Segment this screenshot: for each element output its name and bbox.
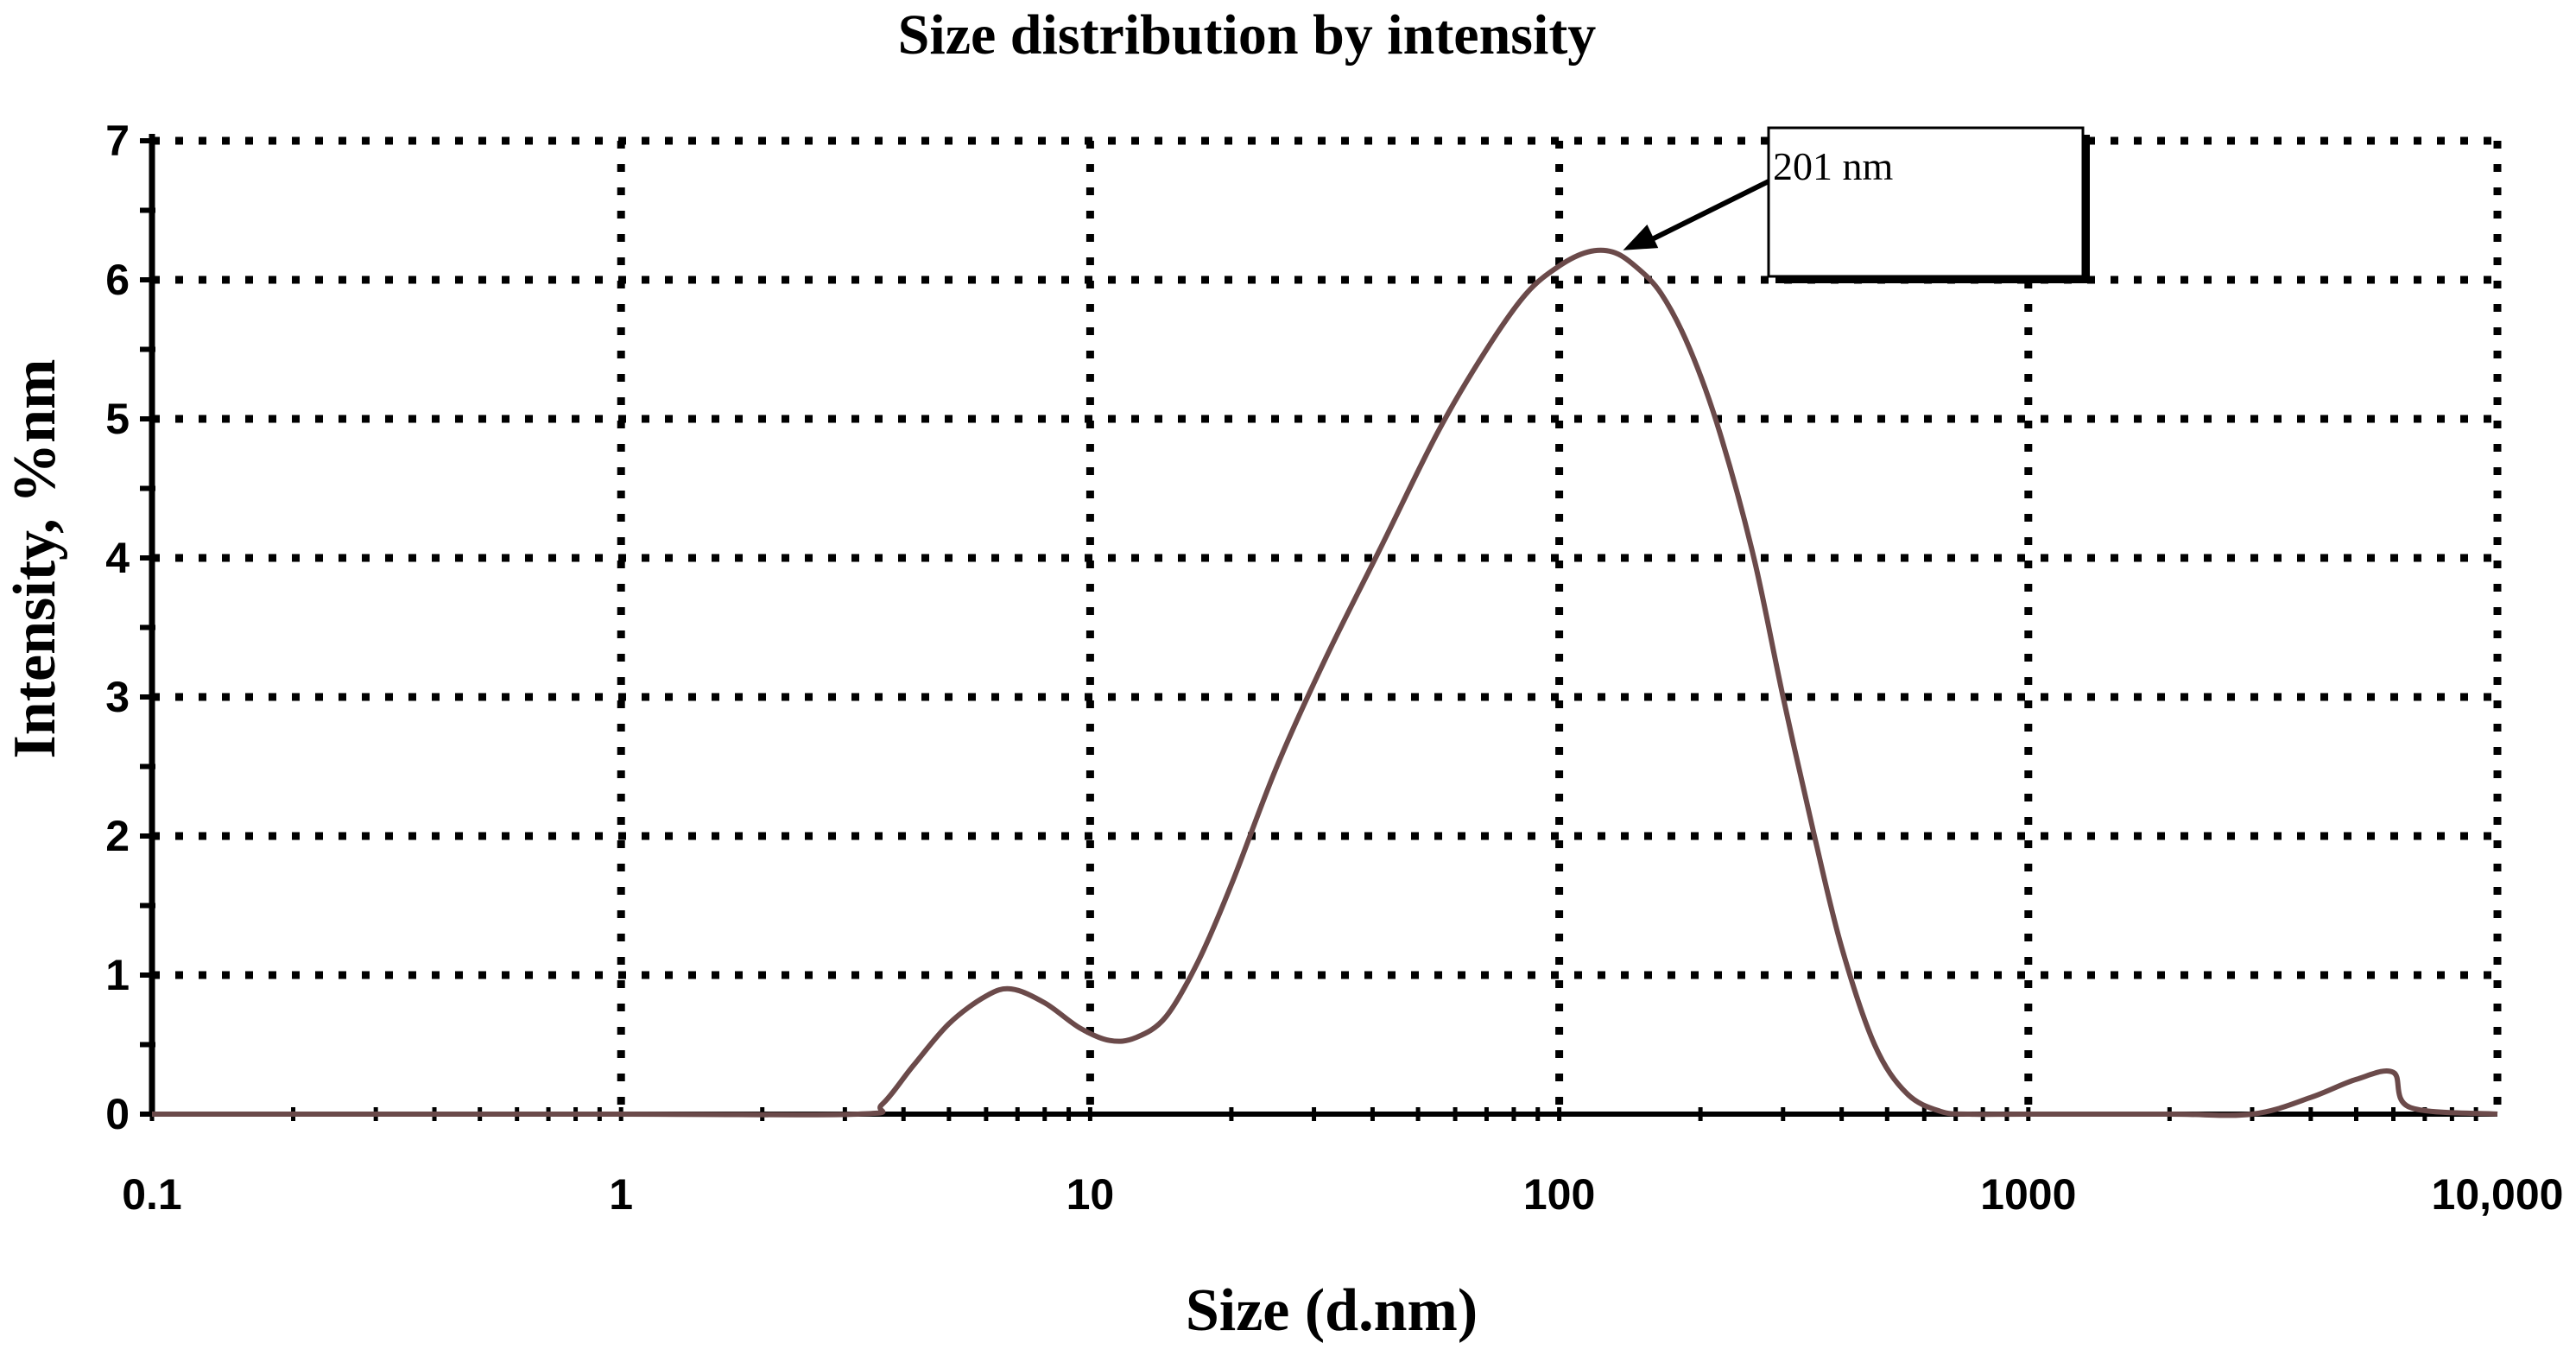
annotations: 201 nm <box>1623 126 2090 283</box>
annotation-arrow-head <box>1623 224 1659 250</box>
x-tick-label-1: 1 <box>609 1170 633 1219</box>
chart-title: Size distribution by intensity <box>898 3 1597 67</box>
x-tick-label-5: 10,000 <box>2432 1170 2564 1219</box>
minor-ticks <box>140 138 2478 1121</box>
series-line-0 <box>152 247 2498 1118</box>
y-tick-label-3: 3 <box>105 673 130 721</box>
y-axis-label: Intensity, %nm <box>2 359 68 759</box>
x-tick-label-3: 100 <box>1523 1170 1595 1219</box>
annotation-label: 201 nm <box>1773 144 1894 188</box>
y-tick-labels: 0 1 2 3 4 5 6 7 <box>105 117 130 1138</box>
x-tick-label-0: 0.1 <box>122 1170 182 1219</box>
x-tick-labels: 0.1 1 10 100 1000 10,000 <box>122 1170 2563 1219</box>
y-tick-label-6: 6 <box>105 256 130 304</box>
gridlines <box>152 136 2502 1114</box>
y-tick-label-4: 4 <box>105 534 130 582</box>
x-tick-label-2: 10 <box>1066 1170 1115 1219</box>
series-layer <box>152 247 2498 1118</box>
x-axis-label: Size (d.nm) <box>1186 1277 1478 1344</box>
y-tick-label-2: 2 <box>105 812 130 860</box>
y-tick-label-5: 5 <box>105 395 130 443</box>
annotation-arrow-shaft <box>1646 179 1770 244</box>
y-tick-label-0: 0 <box>105 1090 130 1138</box>
x-tick-label-4: 1000 <box>1980 1170 2076 1219</box>
y-tick-label-7: 7 <box>105 117 130 165</box>
y-tick-label-1: 1 <box>105 951 130 999</box>
annotation-box <box>1767 126 2085 278</box>
